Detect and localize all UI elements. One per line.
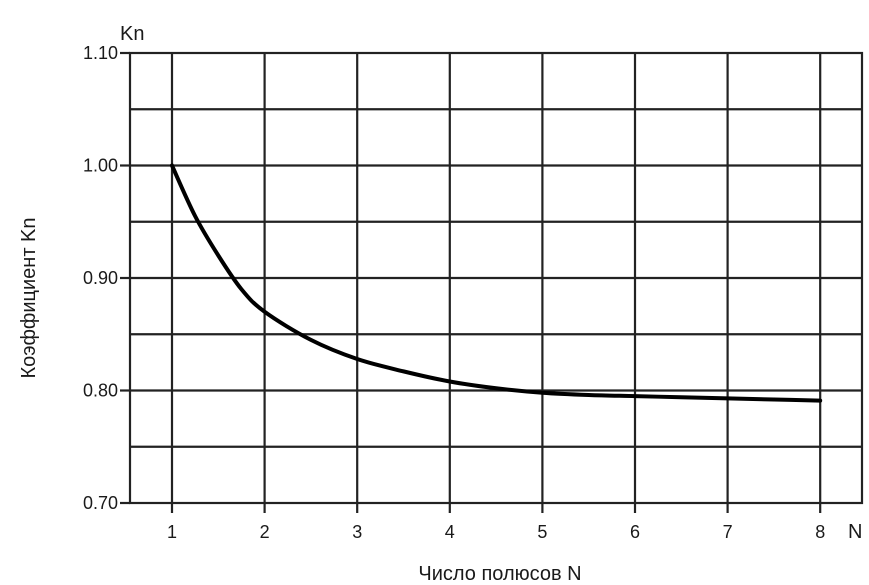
series-layer <box>170 163 823 403</box>
y-axis-unit-label: Kn <box>120 23 144 45</box>
x-tick-label: 3 <box>352 522 362 542</box>
grid <box>120 51 864 513</box>
tick-labels: 0.70 0.80 0.90 1.00 1.10 1 2 3 4 5 6 7 8 <box>83 43 825 542</box>
x-tick-label: 7 <box>723 522 733 542</box>
x-tick-label: 4 <box>445 522 455 542</box>
x-tick-label: 6 <box>630 522 640 542</box>
x-axis-unit-label: N <box>848 521 862 543</box>
x-axis-title: Число полюсов N <box>418 563 581 585</box>
x-tick-label: 8 <box>815 522 825 542</box>
y-tick-label: 0.70 <box>83 493 118 513</box>
x-tick-label: 2 <box>260 522 270 542</box>
series-line <box>170 163 823 403</box>
y-axis-title: Коэффициент Kn <box>18 217 40 378</box>
x-tick-label: 1 <box>167 522 177 542</box>
y-tick-label: 1.00 <box>83 156 118 176</box>
y-tick-label: 0.80 <box>83 381 118 401</box>
y-tick-label: 0.90 <box>83 268 118 288</box>
y-tick-label: 1.10 <box>83 43 118 63</box>
x-tick-label: 5 <box>537 522 547 542</box>
